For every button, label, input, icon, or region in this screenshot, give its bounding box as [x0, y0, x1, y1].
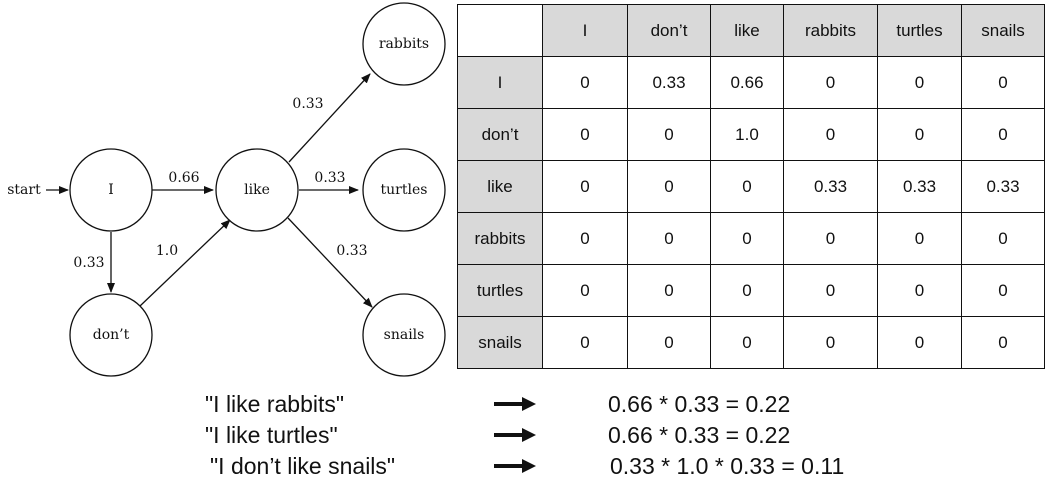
matrix-cell: 0	[877, 316, 962, 369]
edge-label-I-like: 0.66	[168, 170, 199, 186]
edge-like-to-snails	[287, 217, 373, 308]
matrix-cell: 0	[710, 212, 784, 265]
example-row: "I like turtles" 0.66 * 0.33 = 0.22	[0, 422, 1052, 452]
node-label-snails: snails	[384, 327, 425, 343]
matrix-cell: 0	[627, 316, 711, 369]
matrix-cell: 0	[542, 316, 628, 369]
node-label-I: I	[108, 182, 114, 198]
node-I	[69, 148, 153, 232]
matrix-cell: 1.0	[710, 108, 784, 161]
matrix-cell: 0	[783, 108, 878, 161]
matrix-column-header: don’t	[627, 4, 711, 57]
matrix-column-header: rabbits	[783, 4, 878, 57]
matrix-cell: 0	[961, 212, 1045, 265]
matrix-row: turtles 0 0 0 0 0 0	[457, 264, 1045, 317]
edge-dont-to-like	[139, 219, 231, 307]
matrix-cell: 0	[783, 212, 878, 265]
right-arrow-icon	[494, 397, 536, 411]
edge-label-dont-like: 1.0	[156, 243, 178, 259]
matrix-cell: 0	[542, 56, 628, 109]
matrix-cell: 0	[627, 264, 711, 317]
matrix-cell: 0	[627, 160, 711, 213]
node-label-rabbits: rabbits	[379, 36, 429, 52]
matrix-cell: 0	[877, 212, 962, 265]
matrix-corner-cell	[457, 4, 543, 57]
matrix-row-header: rabbits	[457, 212, 543, 265]
edge-label-like-snails: 0.33	[336, 243, 367, 259]
node-snails	[362, 293, 446, 377]
edge-label-like-turtles: 0.33	[314, 170, 345, 186]
matrix-cell: 0.33	[783, 160, 878, 213]
example-row: "I like rabbits" 0.66 * 0.33 = 0.22	[0, 391, 1052, 421]
example-sentence: "I like rabbits"	[205, 391, 345, 417]
matrix-cell: 0	[961, 56, 1045, 109]
node-turtles	[362, 148, 446, 232]
example-row: "I don’t like snails" 0.33 * 1.0 * 0.33 =…	[0, 453, 1052, 483]
matrix-cell: 0.66	[710, 56, 784, 109]
matrix-cell: 0	[627, 108, 711, 161]
node-label-like: like	[244, 182, 270, 198]
matrix-cell: 0	[877, 56, 962, 109]
matrix-cell: 0	[877, 264, 962, 317]
matrix-cell: 0	[961, 316, 1045, 369]
example-sentence: "I don’t like snails"	[210, 453, 396, 479]
matrix-cell: 0	[542, 160, 628, 213]
right-arrow-icon	[494, 459, 536, 473]
matrix-cell: 0	[783, 316, 878, 369]
matrix-cell: 0.33	[961, 160, 1045, 213]
matrix-cell: 0	[542, 264, 628, 317]
matrix-row-header: don’t	[457, 108, 543, 161]
matrix-cell: 0	[877, 108, 962, 161]
node-label-turtles: turtles	[381, 182, 428, 198]
matrix-column-header: I	[542, 4, 628, 57]
matrix-cell: 0	[961, 264, 1045, 317]
matrix-cell: 0.33	[877, 160, 962, 213]
edge-like-to-rabbits	[288, 73, 371, 163]
example-probability-calc: 0.33 * 1.0 * 0.33 = 0.11	[610, 453, 845, 479]
matrix-row: don’t 0 0 1.0 0 0 0	[457, 108, 1045, 161]
matrix-row-header: I	[457, 56, 543, 109]
matrix-cell: 0	[627, 212, 711, 265]
matrix-cell: 0	[783, 264, 878, 317]
node-like	[215, 148, 299, 232]
matrix-cell: 0	[710, 264, 784, 317]
example-probability-calc: 0.66 * 0.33 = 0.22	[608, 422, 791, 448]
matrix-cell: 0	[710, 316, 784, 369]
matrix-cell: 0	[961, 108, 1045, 161]
matrix-row-header: snails	[457, 316, 543, 369]
node-label-dont: don’t	[93, 327, 130, 343]
matrix-column-header: snails	[961, 4, 1045, 57]
matrix-cell: 0	[542, 212, 628, 265]
matrix-row: I 0 0.33 0.66 0 0 0	[457, 56, 1045, 109]
matrix-row: snails 0 0 0 0 0 0	[457, 316, 1045, 369]
matrix-cell: 0.33	[627, 56, 711, 109]
node-rabbits	[362, 2, 446, 86]
example-sentence: "I like turtles"	[205, 422, 338, 448]
matrix-cell: 0	[710, 160, 784, 213]
matrix-row: like 0 0 0 0.33 0.33 0.33	[457, 160, 1045, 213]
edge-label-like-rabbits: 0.33	[292, 96, 323, 112]
matrix-cell: 0	[783, 56, 878, 109]
start-label: start	[7, 182, 41, 198]
matrix-row: rabbits 0 0 0 0 0 0	[457, 212, 1045, 265]
matrix-row-header: turtles	[457, 264, 543, 317]
matrix-column-header: turtles	[877, 4, 962, 57]
matrix-row-header: like	[457, 160, 543, 213]
node-dont	[69, 293, 153, 377]
right-arrow-icon	[494, 428, 536, 442]
state-transition-graph: start I don’t like rabbits turtles snail…	[7, 2, 446, 377]
example-probability-calc: 0.66 * 0.33 = 0.22	[608, 391, 791, 417]
matrix-cell: 0	[542, 108, 628, 161]
matrix-column-header: like	[710, 4, 784, 57]
edge-label-I-dont: 0.33	[73, 255, 104, 271]
